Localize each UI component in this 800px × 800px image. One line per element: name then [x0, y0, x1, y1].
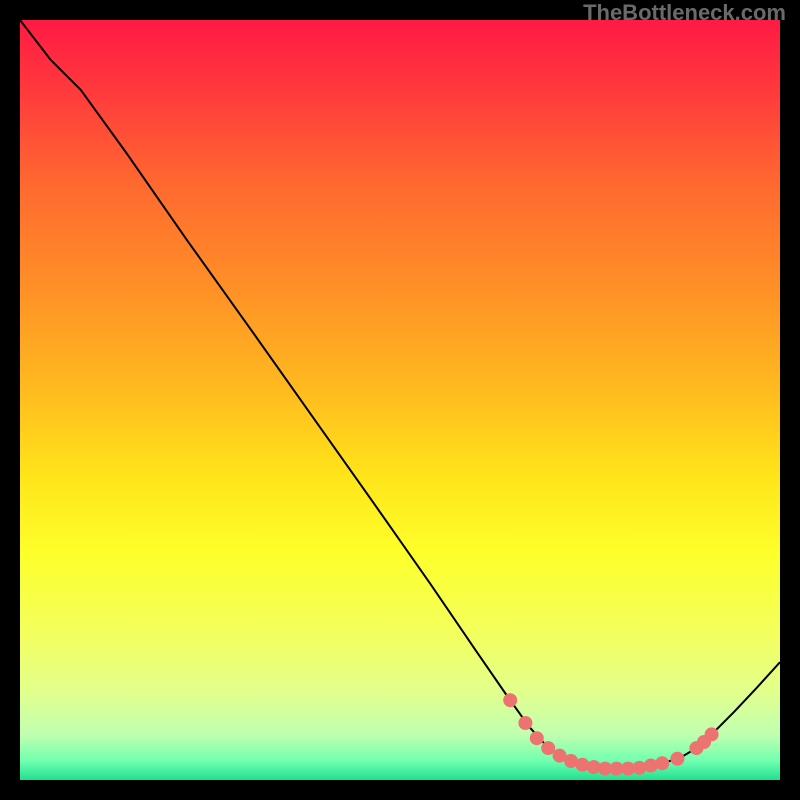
marker-dot — [542, 742, 555, 755]
marker-dot — [587, 761, 600, 774]
gradient-background — [20, 20, 780, 780]
marker-dot — [671, 752, 684, 765]
marker-dot — [519, 717, 532, 730]
plot-area — [20, 20, 780, 780]
stage: TheBottleneck.com — [0, 0, 800, 800]
chart-svg — [20, 20, 780, 780]
marker-dot — [644, 759, 657, 772]
marker-dot — [504, 694, 517, 707]
watermark-text: TheBottleneck.com — [583, 0, 786, 26]
marker-dot — [633, 761, 646, 774]
marker-dot — [530, 732, 543, 745]
marker-dot — [705, 728, 718, 741]
marker-dot — [576, 758, 589, 771]
marker-dot — [656, 757, 669, 770]
